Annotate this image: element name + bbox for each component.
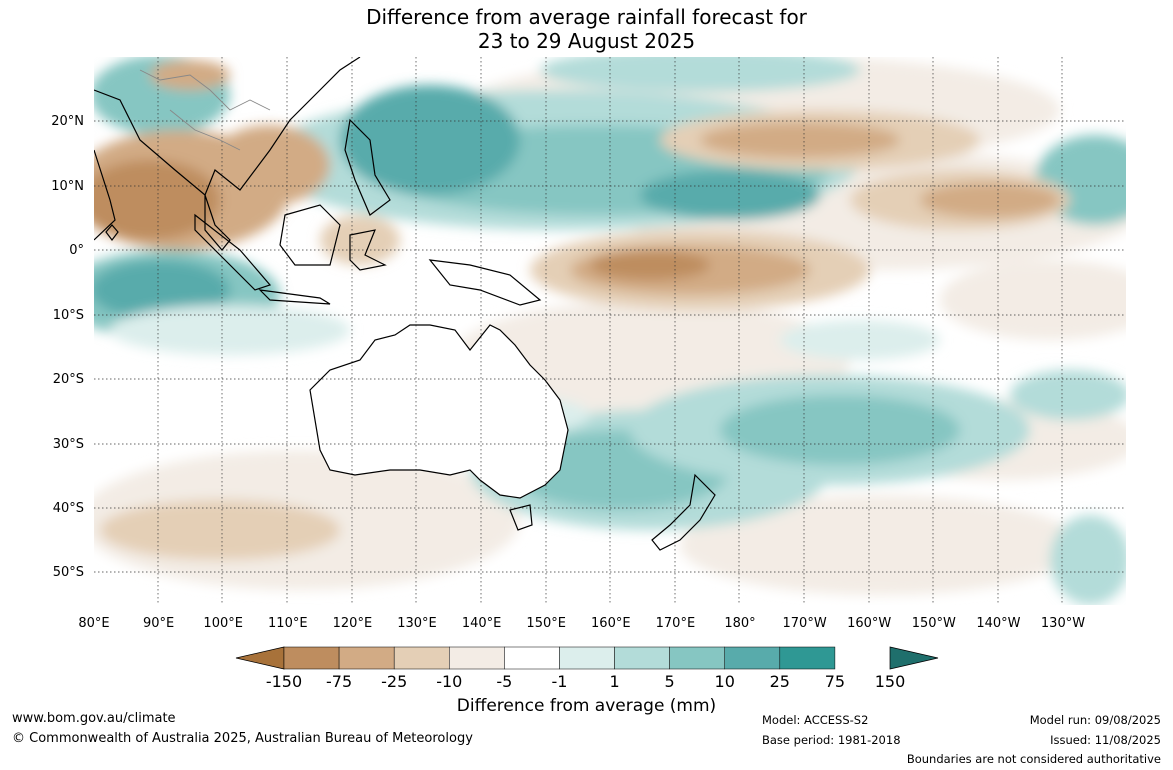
- lat-label: 20°N: [51, 114, 84, 129]
- footer-base-period: Base period: 1981-2018: [762, 733, 901, 747]
- borders: [139, 69, 271, 151]
- colorbar-swatch: [338, 646, 395, 670]
- lat-label: 20°S: [53, 372, 84, 387]
- colorbar-tick-label: 150: [875, 672, 906, 691]
- chart-title-line1: Difference from average rainfall forecas…: [366, 5, 807, 29]
- lon-label: 160°W: [847, 616, 891, 631]
- tasmania-coast: [509, 504, 533, 531]
- java-coast: [258, 289, 331, 305]
- lon-label: 170°E: [656, 616, 696, 631]
- latitude-labels: 20°N 10°N 0° 10°S 20°S 30°S 40°S 50°S: [51, 114, 84, 580]
- lon-label: 160°E: [591, 616, 631, 631]
- colorbar-swatch: [779, 646, 836, 670]
- colorbar-swatch: [559, 646, 615, 670]
- lon-label: 110°E: [268, 616, 308, 631]
- colorbar-swatch: [393, 646, 450, 670]
- colorbar-tick-label: -1: [551, 672, 567, 691]
- footer-disclaimer: Boundaries are not considered authoritat…: [906, 752, 1161, 766]
- colorbar-tick-label: 25: [770, 672, 790, 691]
- colorbar-swatch: [724, 646, 781, 670]
- colorbar-tick-label: 1: [609, 672, 619, 691]
- colorbar-swatch: [449, 646, 505, 670]
- philippines-coast: [344, 118, 391, 216]
- lat-label: 10°S: [53, 308, 84, 323]
- forecast-map: 20°N 10°N 0° 10°S 20°S 30°S 40°S 50°S 80°E 90°E 1…: [51, 57, 1126, 691]
- colorbar-tick-label: -150: [266, 672, 302, 691]
- footer-model-run: Model run: 09/08/2025: [1029, 713, 1161, 727]
- lon-label: 130°E: [397, 616, 437, 631]
- lat-label: 30°S: [53, 437, 84, 452]
- colorbar-min-arrow: [235, 646, 285, 670]
- lon-label: 120°E: [333, 616, 373, 631]
- lon-label: 180°: [724, 616, 755, 631]
- lon-label: 80°E: [78, 616, 109, 631]
- lon-label: 150°W: [912, 616, 956, 631]
- coastlines: [94, 57, 716, 551]
- chart-title-line2: 23 to 29 August 2025: [477, 29, 696, 53]
- colorbar-tick-label: 75: [825, 672, 845, 691]
- footer-model: Model: ACCESS-S2: [762, 713, 869, 727]
- colorbar-tick-label: -10: [436, 672, 462, 691]
- lat-label: 10°N: [51, 179, 84, 194]
- footer-url: www.bom.gov.au/climate: [12, 711, 176, 726]
- sumatra-coast: [194, 213, 272, 291]
- colorbar-tick-label: 5: [665, 672, 675, 691]
- lon-label: 150°E: [526, 616, 566, 631]
- lat-label: 40°S: [53, 501, 84, 516]
- sulawesi-coast: [349, 229, 387, 271]
- rainfall-anomaly-field: [94, 57, 1126, 605]
- colorbar-max-arrow: [889, 646, 939, 670]
- colorbar-tick-label: -5: [496, 672, 512, 691]
- colorbar: -150 -75 -25 -10 -5 -1 1 5 10 25 75 150: [235, 646, 939, 691]
- new-guinea-coast: [428, 259, 542, 306]
- india-coast: [94, 149, 116, 241]
- colorbar-swatch: [614, 646, 670, 670]
- lon-label: 90°E: [143, 616, 174, 631]
- sri-lanka-coast: [105, 224, 119, 241]
- colorbar-tick-label: -25: [381, 672, 407, 691]
- lon-label: 140°E: [462, 616, 502, 631]
- lon-label: 130°W: [1041, 616, 1085, 631]
- asia-coast: [94, 57, 361, 196]
- colorbar-swatch: [283, 646, 340, 670]
- borneo-coast: [279, 204, 341, 266]
- colorbar-tick-label: -75: [326, 672, 352, 691]
- colorbar-title: Difference from average (mm): [456, 696, 717, 716]
- lat-label: 0°: [69, 243, 84, 258]
- lon-label: 170°W: [783, 616, 827, 631]
- longitude-labels: 80°E 90°E 100°E 110°E 120°E 130°E 140°E 150°E 16…: [78, 616, 1085, 631]
- colorbar-tick-label: 10: [715, 672, 735, 691]
- lat-label: 50°S: [53, 565, 84, 580]
- colorbar-swatch: [504, 646, 560, 670]
- new-zealand-coast: [651, 473, 716, 551]
- colorbar-swatch: [669, 646, 725, 670]
- lon-label: 140°W: [976, 616, 1020, 631]
- malay-peninsula-coast: [204, 194, 231, 251]
- lon-label: 100°E: [203, 616, 243, 631]
- footer-issued: Issued: 11/08/2025: [1050, 733, 1161, 747]
- footer-copyright: © Commonwealth of Australia 2025, Austra…: [12, 731, 473, 746]
- australia-coast: [309, 324, 569, 499]
